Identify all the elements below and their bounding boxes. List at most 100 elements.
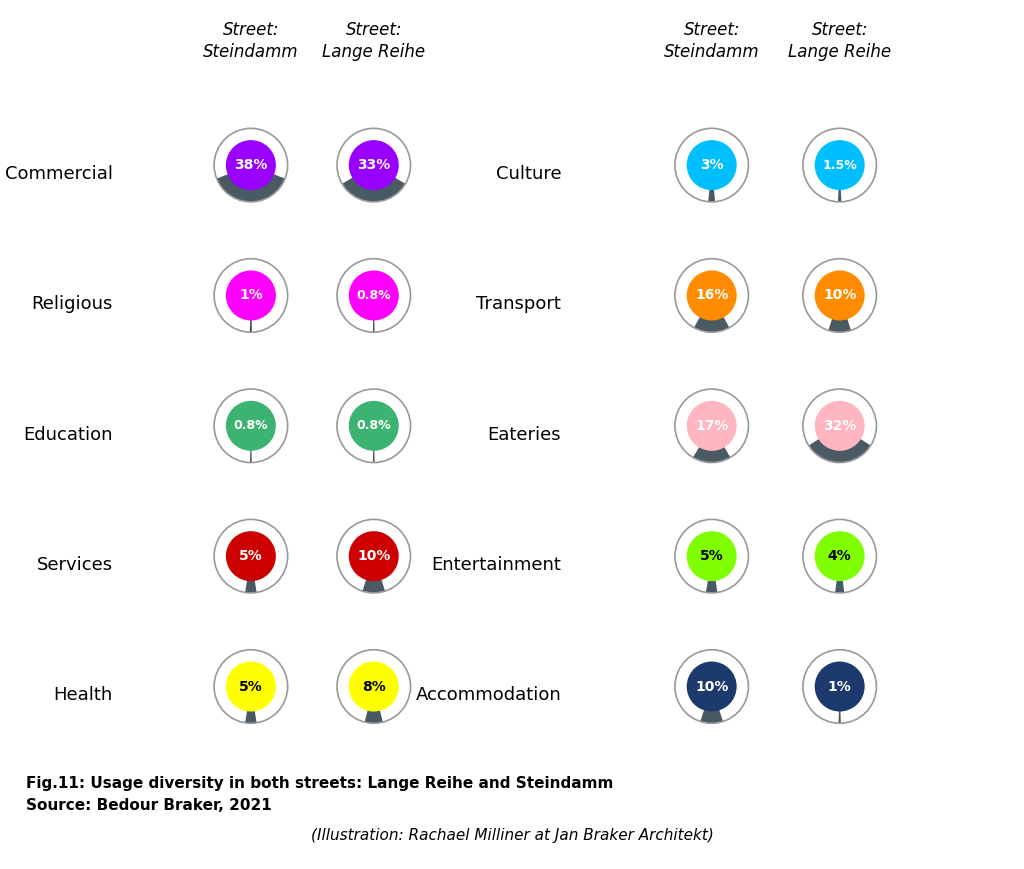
Text: Steindamm: Steindamm (203, 43, 299, 61)
Circle shape (801, 648, 879, 725)
Wedge shape (809, 426, 870, 462)
Wedge shape (693, 426, 730, 462)
Circle shape (801, 127, 879, 203)
Text: 0.8%: 0.8% (356, 420, 391, 432)
Text: 10%: 10% (357, 549, 390, 563)
Text: Education: Education (24, 426, 113, 443)
Circle shape (673, 257, 751, 334)
Text: 0.8%: 0.8% (356, 289, 391, 302)
Circle shape (673, 518, 751, 594)
Wedge shape (836, 556, 844, 593)
Text: 38%: 38% (234, 158, 267, 172)
Text: 3%: 3% (699, 158, 724, 172)
Wedge shape (365, 687, 383, 723)
Circle shape (349, 270, 398, 321)
Circle shape (349, 140, 398, 190)
Circle shape (335, 388, 413, 464)
Text: 33%: 33% (357, 158, 390, 172)
Circle shape (801, 388, 879, 464)
Wedge shape (694, 295, 729, 332)
Circle shape (801, 257, 879, 334)
Circle shape (226, 661, 275, 712)
Circle shape (673, 127, 751, 203)
Wedge shape (706, 556, 718, 593)
Text: 4%: 4% (827, 549, 852, 563)
Circle shape (349, 401, 398, 451)
Text: Religious: Religious (32, 295, 113, 313)
Text: Fig.11: Usage diversity in both streets: Lange Reihe and Steindamm: Fig.11: Usage diversity in both streets:… (26, 776, 613, 791)
Circle shape (212, 648, 290, 725)
Text: Source: Bedour Braker, 2021: Source: Bedour Braker, 2021 (26, 798, 271, 813)
Wedge shape (362, 556, 385, 593)
Text: 1%: 1% (827, 680, 852, 693)
Wedge shape (839, 687, 841, 723)
Circle shape (212, 257, 290, 334)
Wedge shape (245, 556, 257, 593)
Wedge shape (828, 295, 851, 332)
Text: (Illustration: Rachael Milliner at Jan Braker Architekt): (Illustration: Rachael Milliner at Jan B… (310, 828, 714, 843)
Text: 17%: 17% (695, 419, 728, 433)
Text: Steindamm: Steindamm (664, 43, 760, 61)
Circle shape (226, 401, 275, 451)
Circle shape (335, 518, 413, 594)
Text: Accommodation: Accommodation (416, 687, 561, 704)
Circle shape (687, 140, 736, 190)
Circle shape (801, 518, 879, 594)
Text: 1.5%: 1.5% (822, 159, 857, 171)
Text: 32%: 32% (823, 419, 856, 433)
Text: 10%: 10% (695, 680, 728, 693)
Circle shape (349, 531, 398, 581)
Text: 8%: 8% (361, 680, 386, 693)
Circle shape (815, 531, 864, 581)
Text: Health: Health (53, 687, 113, 704)
Circle shape (687, 270, 736, 321)
Circle shape (815, 140, 864, 190)
Wedge shape (709, 165, 715, 202)
Wedge shape (245, 687, 257, 723)
Circle shape (226, 270, 275, 321)
Circle shape (335, 127, 413, 203)
Circle shape (226, 531, 275, 581)
Text: Lange Reihe: Lange Reihe (323, 43, 425, 61)
Text: Lange Reihe: Lange Reihe (788, 43, 891, 61)
Text: Street:: Street: (222, 21, 280, 39)
Text: 1%: 1% (239, 289, 263, 302)
Text: Commercial: Commercial (5, 165, 113, 182)
Wedge shape (373, 295, 375, 332)
Circle shape (673, 388, 751, 464)
Text: Entertainment: Entertainment (431, 556, 561, 574)
Text: 10%: 10% (823, 289, 856, 302)
Text: 5%: 5% (699, 549, 724, 563)
Text: Street:: Street: (811, 21, 868, 39)
Text: 5%: 5% (239, 680, 263, 693)
Wedge shape (373, 426, 375, 462)
Circle shape (212, 518, 290, 594)
Circle shape (212, 388, 290, 464)
Wedge shape (250, 426, 252, 462)
Circle shape (335, 648, 413, 725)
Text: Culture: Culture (496, 165, 561, 182)
Wedge shape (217, 165, 285, 202)
Circle shape (815, 661, 864, 712)
Wedge shape (250, 295, 252, 332)
Circle shape (815, 401, 864, 451)
Circle shape (673, 648, 751, 725)
Wedge shape (700, 687, 723, 723)
Text: Street:: Street: (345, 21, 402, 39)
Text: Services: Services (37, 556, 113, 574)
Circle shape (815, 270, 864, 321)
Text: Eateries: Eateries (487, 426, 561, 443)
Circle shape (226, 140, 275, 190)
Circle shape (212, 127, 290, 203)
Text: 16%: 16% (695, 289, 728, 302)
Circle shape (335, 257, 413, 334)
Text: Transport: Transport (476, 295, 561, 313)
Text: Street:: Street: (683, 21, 740, 39)
Circle shape (687, 661, 736, 712)
Wedge shape (342, 165, 406, 202)
Wedge shape (838, 165, 842, 202)
Text: 0.8%: 0.8% (233, 420, 268, 432)
Circle shape (349, 661, 398, 712)
Circle shape (687, 401, 736, 451)
Circle shape (687, 531, 736, 581)
